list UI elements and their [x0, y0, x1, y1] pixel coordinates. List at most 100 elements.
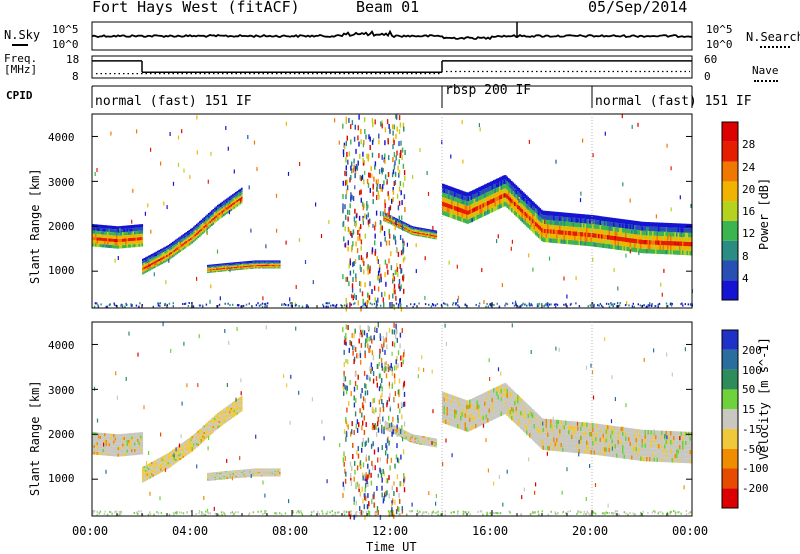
heatmap-cell: [449, 398, 452, 404]
heatmap-cell: [126, 433, 129, 437]
heatmap-cell: [229, 262, 232, 264]
heatmap-cell: [575, 222, 578, 227]
heatmap-cell: [172, 449, 174, 452]
heatmap-cell: [197, 233, 200, 236]
heatmap-cell: [126, 446, 129, 450]
heatmap-cell: [517, 417, 519, 422]
scatter-cell: [265, 244, 267, 249]
heatmap-cell: [237, 268, 239, 271]
heatmap-cell: [268, 263, 271, 266]
ground-cell: [631, 305, 634, 308]
heatmap-cell: [274, 266, 277, 268]
heatmap-cell: [208, 226, 210, 229]
heatmap-cell: [524, 410, 527, 416]
scatter-cell: [275, 193, 278, 198]
noise-cell: [391, 198, 393, 204]
noise-cell: [394, 239, 397, 245]
heatmap-cell: [491, 180, 494, 186]
heatmap-cell: [185, 234, 188, 237]
heatmap-cell: [99, 445, 102, 449]
heatmap-cell: [532, 205, 534, 210]
heatmap-cell: [222, 471, 224, 473]
heatmap-cell: [207, 266, 209, 268]
heatmap-cell: [548, 428, 551, 433]
heatmap-cell: [452, 422, 455, 427]
heatmap-cell: [487, 205, 489, 210]
heatmap-cell: [404, 226, 406, 228]
noise-cell: [348, 263, 350, 269]
heatmap-cell: [644, 221, 647, 227]
noise-cell: [386, 119, 389, 125]
heatmap-cell: [116, 245, 118, 249]
ground-cell: [157, 304, 160, 307]
heatmap-cell: [166, 467, 168, 470]
heatmap-cell: [469, 426, 471, 432]
heatmap-cell: [554, 220, 557, 226]
scatter-cell: [285, 240, 287, 245]
heatmap-cell: [423, 228, 426, 230]
heatmap-cell: [529, 225, 531, 230]
heatmap-cell: [550, 238, 552, 243]
noise-cell: [342, 274, 344, 280]
heatmap-cell: [228, 473, 230, 475]
heatmap-cell: [129, 244, 132, 248]
heatmap-cell: [230, 412, 233, 415]
heatmap-cell: [249, 475, 251, 477]
heatmap-cell: [178, 452, 180, 455]
heatmap-cell: [619, 218, 621, 224]
heatmap-cell: [429, 234, 432, 236]
heatmap-cell: [259, 473, 262, 475]
heatmap-cell: [214, 271, 217, 273]
heatmap-cell: [226, 473, 229, 475]
heatmap-cell: [482, 402, 485, 407]
noise-cell: [396, 114, 398, 120]
heatmap-cell: [232, 413, 234, 416]
noise-cell: [378, 169, 381, 175]
heatmap-cell: [208, 421, 210, 424]
heatmap-cell: [235, 205, 237, 208]
noise-cell: [398, 141, 400, 147]
noise-cell: [359, 175, 361, 181]
heatmap-cell: [220, 476, 223, 478]
heatmap-cell: [479, 417, 482, 422]
heatmap-cell: [387, 220, 390, 222]
heatmap-cell: [142, 475, 144, 478]
heatmap-cell: [238, 268, 241, 270]
heatmap-cell: [101, 231, 103, 235]
noise-cell: [368, 134, 370, 140]
ground-cell: [305, 304, 308, 307]
heatmap-cell: [98, 451, 100, 455]
heatmap-cell: [173, 242, 176, 246]
ground-cell: [464, 303, 467, 306]
heatmap-cell: [96, 438, 99, 442]
ground-cell: [424, 303, 427, 306]
heatmap-cell: [520, 207, 522, 212]
ground-cell: [267, 302, 269, 305]
heatmap-cell: [151, 254, 153, 257]
heatmap-cell: [237, 471, 239, 473]
heatmap-cell: [664, 249, 666, 255]
heatmap-cell: [682, 223, 684, 229]
heatmap-cell: [138, 442, 141, 446]
heatmap-cell: [463, 213, 465, 219]
heatmap-cell: [223, 408, 225, 411]
heatmap-cell: [193, 448, 195, 451]
noise-cell: [403, 194, 406, 200]
ground-cell: [457, 304, 459, 307]
heatmap-cell: [523, 413, 525, 419]
heatmap-cell: [679, 227, 681, 233]
heatmap-cell: [511, 388, 513, 394]
noise-cell: [350, 139, 352, 145]
heatmap-cell: [539, 226, 542, 231]
heatmap-cell: [469, 399, 471, 405]
heatmap-cell: [530, 208, 533, 213]
noise-cell: [388, 123, 390, 129]
heatmap-cell: [463, 204, 465, 210]
heatmap-cell: [448, 185, 450, 191]
heatmap-cell: [685, 246, 687, 251]
noise-cell: [368, 172, 370, 178]
heatmap-cell: [235, 413, 237, 416]
heatmap-cell: [674, 245, 677, 251]
ground-cell: [657, 305, 659, 308]
scatter-cell: [169, 132, 171, 136]
